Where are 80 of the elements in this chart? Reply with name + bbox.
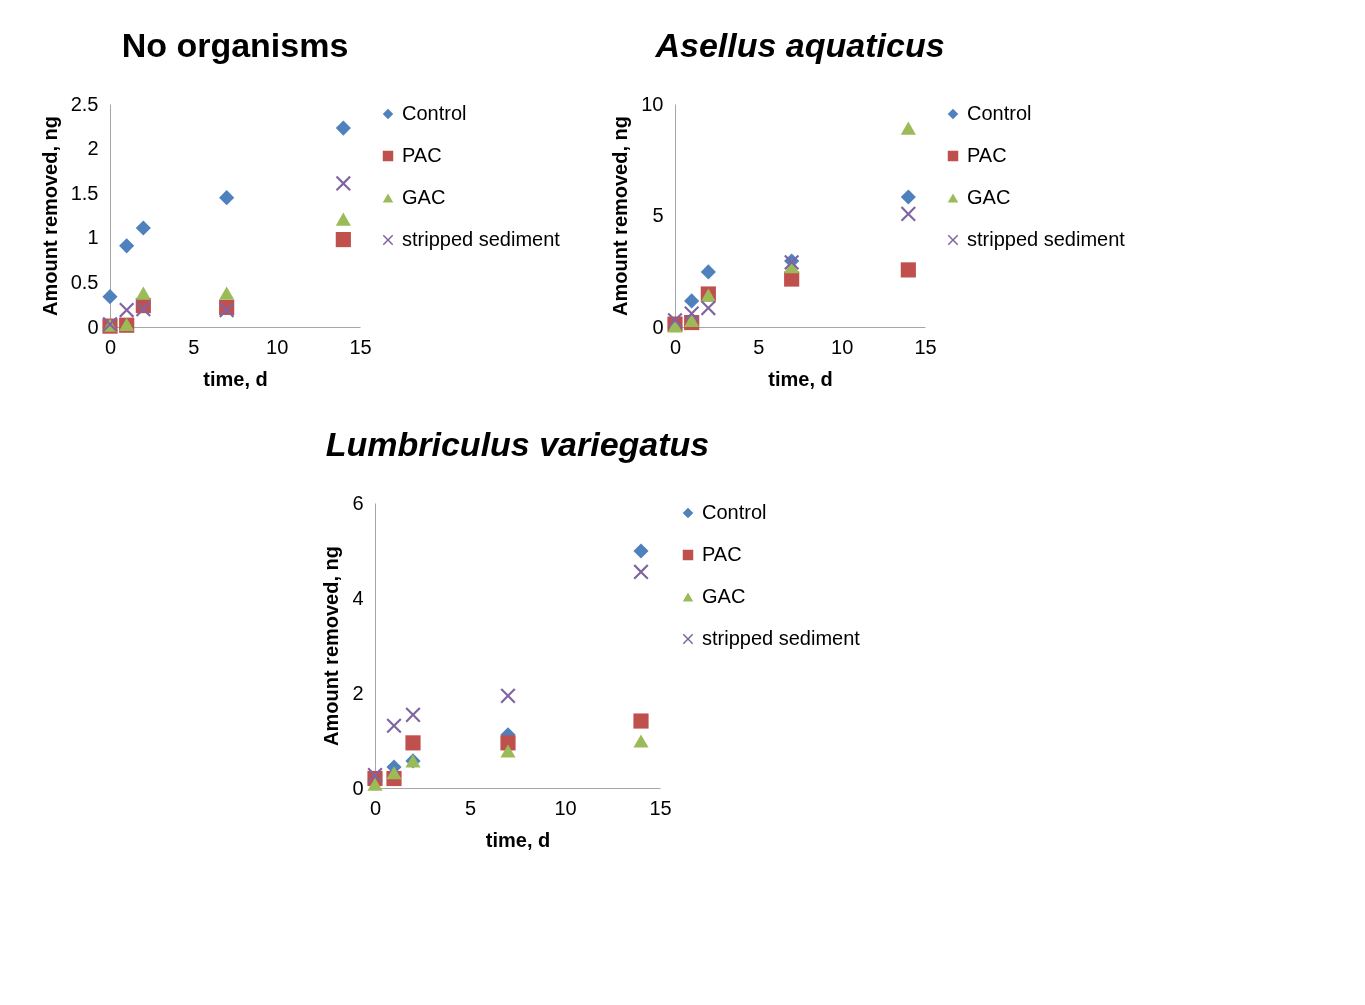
legend-label: GAC — [402, 186, 446, 208]
point — [335, 212, 351, 226]
point — [386, 766, 402, 780]
legend-label: GAC — [967, 186, 1011, 208]
point — [500, 688, 516, 704]
point — [386, 718, 402, 734]
point — [219, 286, 235, 300]
legend-label: GAC — [702, 585, 746, 607]
point — [900, 262, 916, 278]
point — [667, 312, 683, 328]
legend-label: PAC — [967, 144, 1007, 166]
y-axis-title: Amount removed, ng — [320, 545, 343, 747]
point — [900, 121, 916, 135]
chart-title: Lumbriculus variegatus — [325, 425, 710, 463]
legend-label: Control — [702, 501, 767, 523]
y-tick-label: 2.5 — [70, 92, 99, 115]
point — [900, 189, 916, 205]
point — [405, 735, 421, 751]
x-tick-label: 0 — [369, 796, 382, 819]
x-tick-label: 5 — [188, 335, 200, 358]
point — [700, 264, 716, 280]
point — [633, 564, 649, 580]
x-tick-label: 5 — [464, 796, 477, 819]
point — [102, 289, 118, 305]
legend-label: PAC — [702, 543, 742, 565]
y-tick-label: 10 — [641, 92, 664, 115]
x-tick-label: 15 — [349, 335, 372, 358]
y-tick-label: 4 — [352, 586, 364, 609]
point — [633, 543, 649, 559]
point — [335, 232, 351, 248]
point — [135, 220, 151, 236]
y-tick-label: 2 — [352, 681, 364, 704]
point — [119, 238, 135, 254]
x-tick-label: 5 — [753, 335, 765, 358]
x-tick-label: 0 — [104, 335, 117, 358]
point — [633, 734, 649, 748]
x-tick-label: 10 — [266, 335, 289, 358]
point — [335, 120, 351, 136]
point — [900, 206, 916, 222]
point — [367, 777, 383, 791]
x-tick-label: 15 — [649, 796, 672, 819]
x-axis-title: time, d — [768, 367, 833, 390]
chart-title: No organisms — [121, 26, 349, 64]
y-tick-label: 0 — [87, 315, 99, 338]
y-tick-label: 2 — [87, 137, 99, 160]
point — [335, 175, 351, 191]
y-tick-label: 0 — [352, 776, 364, 799]
point — [684, 306, 700, 322]
x-axis-title: time, d — [485, 828, 551, 851]
point — [219, 190, 235, 206]
point — [684, 293, 700, 309]
point — [633, 713, 649, 729]
y-tick-label: 1 — [87, 226, 99, 249]
chart-title: Asellus aquaticus — [654, 26, 945, 64]
legend-label: Control — [402, 102, 467, 124]
y-tick-label: 0 — [652, 315, 664, 338]
x-tick-label: 0 — [669, 335, 682, 358]
point — [119, 302, 135, 318]
y-axis-title: Amount removed, ng — [609, 115, 632, 317]
y-axis-title: Amount removed, ng — [38, 115, 61, 317]
point — [405, 707, 421, 723]
point — [684, 313, 700, 327]
y-tick-label: 0.5 — [70, 270, 99, 293]
point — [367, 767, 383, 783]
legend-label: stripped sediment — [402, 228, 561, 250]
x-tick-label: 10 — [554, 796, 577, 819]
point — [700, 300, 716, 316]
y-tick-label: 6 — [352, 491, 364, 514]
y-tick-label: 5 — [652, 204, 664, 226]
legend-label: Control — [967, 102, 1032, 124]
point — [500, 735, 516, 751]
point — [135, 286, 151, 300]
point — [500, 744, 516, 758]
legend-label: stripped sediment — [702, 627, 861, 649]
legend-label: PAC — [402, 144, 442, 166]
legend-label: stripped sediment — [967, 228, 1126, 250]
x-axis-title: time, d — [203, 367, 268, 390]
y-tick-label: 1.5 — [70, 181, 99, 204]
x-tick-label: 10 — [831, 335, 854, 358]
x-tick-label: 15 — [914, 335, 937, 358]
